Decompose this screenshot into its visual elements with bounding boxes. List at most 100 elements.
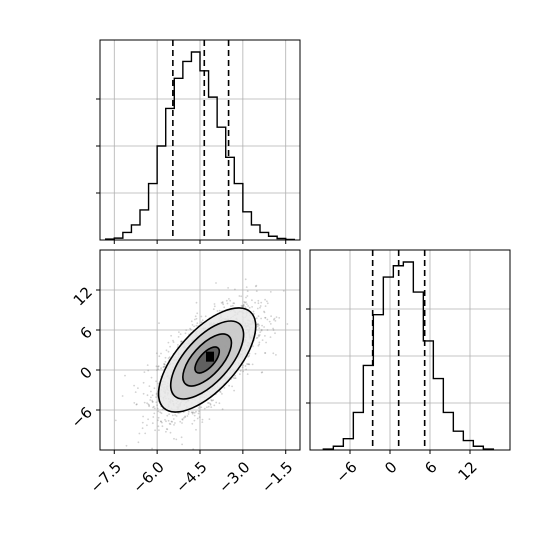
scatter-point [228, 298, 230, 300]
scatter-point [220, 301, 223, 304]
scatter-point [124, 374, 126, 377]
scatter-point [246, 303, 248, 305]
scatter-point [164, 356, 167, 359]
scatter-point [231, 304, 234, 307]
scatter-point [239, 373, 241, 375]
scatter-point [167, 419, 170, 422]
scatter-point [164, 418, 166, 421]
scatter-point [157, 365, 160, 368]
scatter-point [153, 412, 156, 415]
scatter-point [264, 298, 266, 301]
scatter-point [245, 296, 247, 299]
scatter-point [198, 410, 200, 413]
scatter-point [153, 387, 156, 390]
scatter-point [181, 422, 183, 424]
scatter-point [213, 303, 216, 305]
scatter-point [223, 387, 226, 389]
scatter-point [195, 428, 197, 431]
scatter-ytick-label: 0 [77, 363, 96, 382]
scatter-point [185, 329, 188, 331]
histogram-y-grid [310, 250, 510, 450]
scatter-point [193, 414, 196, 417]
scatter-point [187, 413, 190, 415]
scatter-point [151, 422, 154, 425]
scatter-point [152, 405, 155, 408]
scatter-point [264, 305, 267, 307]
scatter-point [258, 334, 261, 336]
scatter-point [162, 366, 165, 368]
scatter-point [135, 403, 138, 406]
scatter-point [193, 412, 196, 414]
scatter-point [171, 414, 174, 417]
scatter-point [175, 438, 178, 441]
scatter-point [151, 394, 154, 397]
scatter-point [158, 429, 160, 431]
scatter-point [266, 318, 269, 321]
scatter-point [195, 317, 198, 320]
scatter-point [167, 357, 170, 359]
scatter-point [243, 301, 246, 303]
scatter-point [221, 393, 223, 395]
scatter-point [165, 430, 167, 433]
histogram-x-ticks [96, 98, 287, 244]
scatter-point [169, 431, 172, 434]
scatter-point [148, 385, 151, 387]
scatter-point [172, 339, 174, 342]
scatter-point [150, 390, 152, 393]
scatter-point [190, 411, 193, 414]
scatter-point [223, 306, 226, 309]
scatter-point [248, 363, 251, 366]
scatter-point [171, 420, 174, 423]
scatter-point [206, 406, 208, 409]
scatter-point [168, 413, 171, 415]
scatter-point [221, 302, 224, 304]
scatter-point [160, 352, 162, 355]
scatter-y-ticks: −6 0 6 12 [68, 283, 100, 432]
scatter-point [255, 317, 258, 320]
scatter-point [157, 425, 160, 428]
histogram-x-quantiles [172, 40, 230, 240]
scatter-point [233, 377, 236, 380]
scatter-point [212, 308, 215, 311]
histogram-y-frame [309, 249, 511, 451]
scatter-point [121, 395, 124, 397]
scatter-point [133, 402, 136, 404]
scatter-point [234, 374, 236, 377]
scatter-point [246, 373, 249, 375]
scatter-point [248, 352, 251, 355]
scatter-point [251, 299, 253, 302]
scatter-point [264, 335, 266, 337]
scatter-point [157, 382, 160, 385]
scatter-point [242, 370, 245, 373]
scatter-point [260, 301, 263, 304]
scatter-point [160, 412, 163, 415]
scatter-point [155, 392, 158, 395]
scatter-point [151, 400, 154, 403]
scatter-point [165, 349, 168, 352]
scatter-point [240, 295, 243, 298]
scatter-point [266, 302, 269, 305]
scatter-point [184, 332, 187, 335]
scatter-point [146, 394, 149, 397]
scatter-point [138, 432, 141, 435]
scatter-point [228, 384, 231, 387]
scatter-point [170, 334, 173, 337]
scatter-point [163, 365, 166, 368]
scatter-point [173, 437, 175, 440]
scatter-point [154, 429, 157, 432]
scatter-point [156, 404, 159, 407]
scatter-point [270, 315, 272, 318]
scatter-point [241, 366, 244, 369]
scatter-point [151, 399, 154, 402]
scatter-point [258, 324, 260, 327]
scatter-point [193, 419, 196, 422]
scatter-point [194, 318, 196, 321]
scatter-point [159, 411, 162, 414]
scatter-point [157, 368, 160, 371]
scatter-ytick-label: 6 [77, 323, 96, 342]
scatter-point [125, 444, 128, 447]
histogram-y-quantiles [371, 250, 426, 450]
scatter-point [200, 315, 203, 318]
scatter-point [143, 401, 146, 404]
scatter-point [275, 354, 277, 356]
